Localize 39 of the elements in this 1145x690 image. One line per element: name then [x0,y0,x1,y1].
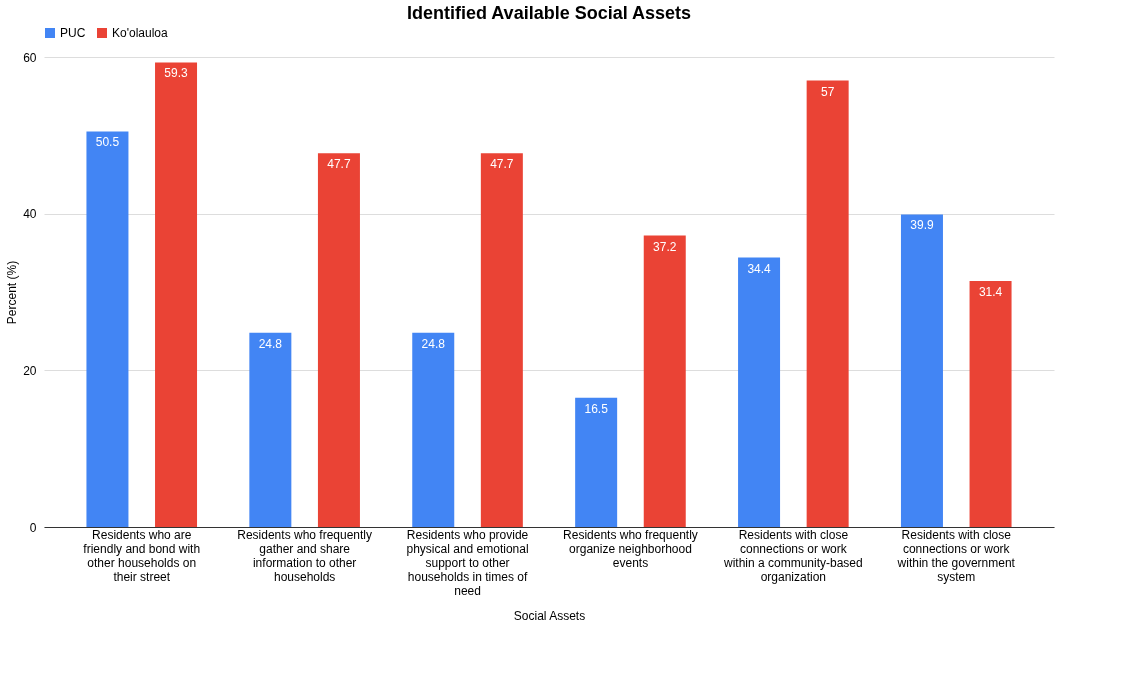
bar [155,62,198,527]
bar [249,332,292,527]
bar [738,257,781,527]
legend-label: PUC [60,26,86,40]
bar [317,153,360,527]
data-label: 39.9 [910,218,934,233]
data-label: 31.4 [978,285,1003,300]
x-tick-label: Residents who frequently organize neighborhood events [563,527,698,570]
x-tick-label: Residents who frequently gather and share information to other households [237,527,373,584]
y-tick-label: 20 [23,363,37,378]
data-label: 16.5 [584,401,609,416]
bar [480,153,523,527]
bar [806,80,849,527]
data-label: 24.8 [258,336,283,351]
data-label: 47.7 [490,157,514,172]
x-tick-label: Residents with close connections or work within the government system [896,527,1016,584]
y-tick-label: 40 [23,207,37,222]
x-tick-label: Residents who provide physical and emotional support to other households in times of need [406,527,529,598]
data-label: 34.4 [747,261,772,276]
x-axis-title: Social Assets [513,608,586,623]
bar [900,214,943,527]
data-label: 37.2 [653,239,677,254]
y-tick-label: 0 [29,520,37,535]
legend-label: Ko'olauloa [112,26,168,40]
y-axis-title: Percent (%) [5,260,20,325]
bar [412,332,455,527]
data-label: 59.3 [164,66,189,81]
x-tick-label: Residents who are friendly and bond with other households on their street [83,527,201,584]
bar [86,131,129,527]
bar [643,235,686,527]
x-tick-label: Residents with close connections or work within a community-based organization [722,527,863,584]
data-label: 57 [820,84,835,99]
bar [969,281,1012,527]
data-label: 47.7 [327,157,351,172]
data-label: 50.5 [95,135,120,150]
bar [575,397,618,527]
chart-title: Identified Available Social Assets [406,3,692,23]
y-tick-label: 60 [23,50,37,65]
data-label: 24.8 [421,336,446,351]
